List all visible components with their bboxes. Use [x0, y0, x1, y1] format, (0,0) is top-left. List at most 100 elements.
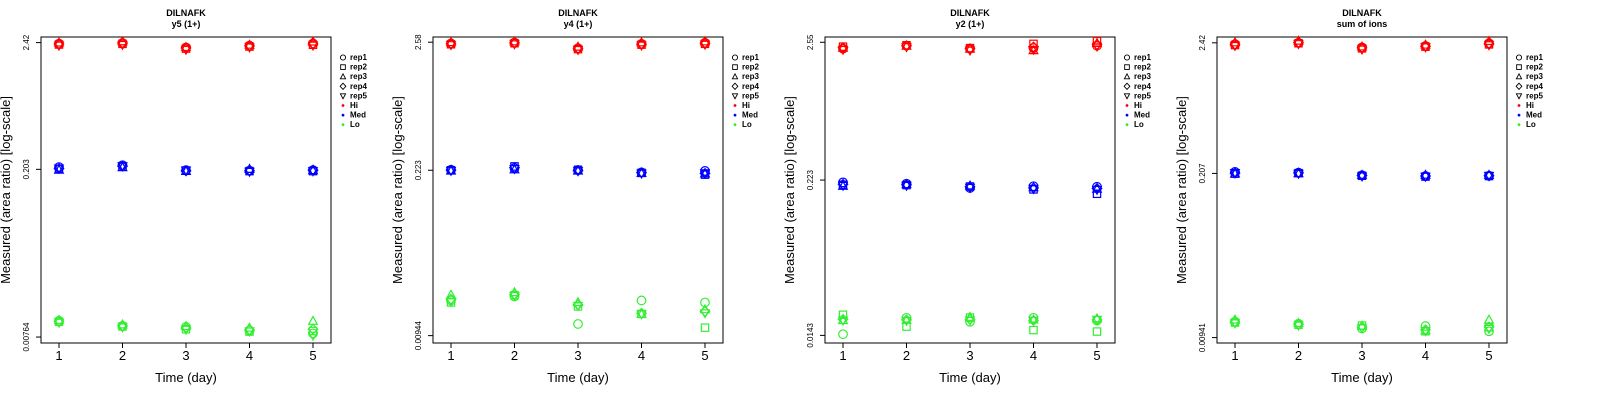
data-point-lo-rep5-day3	[180, 325, 192, 336]
data-point-med-rep5-day1	[445, 166, 457, 177]
data-point-med-rep3-day3	[964, 179, 976, 190]
x-axis-label: Time (day)	[547, 370, 609, 385]
legend-label-rep3: rep3	[350, 72, 367, 81]
data-point-lo-rep3-day2	[901, 314, 912, 324]
x-tick-label: 5	[309, 348, 316, 363]
legend-marker-rep3	[1123, 72, 1131, 80]
x-tick-label: 2	[119, 348, 126, 363]
y-axis-label: Measured (area ratio) [log-scale]	[1174, 96, 1189, 284]
data-point-hi-rep5-day1	[53, 41, 65, 52]
x-tick-label: 4	[1422, 348, 1429, 363]
legend-label-rep2: rep2	[742, 63, 759, 72]
data-point-lo-rep2-day1	[838, 310, 848, 320]
legend-label-med: Med	[742, 111, 758, 120]
diamond-icon	[339, 82, 347, 91]
legend-label-rep4: rep4	[1526, 82, 1543, 91]
data-point-med-rep2-day5	[1092, 189, 1102, 199]
legend-marker-rep3	[731, 72, 739, 80]
data-point-lo-rep3-day4	[1028, 313, 1039, 324]
legend-marker-rep4	[1515, 82, 1523, 91]
data-point-hi-rep5-day2	[509, 40, 520, 50]
legend-label-med: Med	[1526, 111, 1542, 120]
y-tick-label: 0.203	[22, 159, 31, 180]
x-tick-label: 2	[511, 348, 518, 363]
data-point-lo-rep1-day4	[636, 295, 647, 306]
diamond-icon	[1123, 82, 1131, 91]
x-tick-label: 5	[701, 348, 708, 363]
x-tick-label: 3	[574, 348, 581, 363]
legend-label-hi: Hi	[742, 101, 750, 110]
data-point-med-rep5-day2	[1293, 169, 1304, 180]
x-tick-label: 1	[447, 348, 454, 363]
legend-dot-lo	[1125, 123, 1129, 127]
data-point-med-rep3-day4	[1028, 181, 1039, 192]
legend-label-rep4: rep4	[350, 82, 367, 91]
legend-marker-rep2	[1124, 64, 1130, 70]
data-point-med-rep1-day1	[54, 162, 64, 173]
legend-label-lo: Lo	[742, 120, 752, 129]
legend-label-rep3: rep3	[742, 72, 759, 81]
data-point-lo-rep5-day5	[307, 331, 319, 342]
legend-label-rep2: rep2	[350, 63, 367, 72]
legend-dot-med	[341, 113, 345, 117]
x-tick-label: 2	[1295, 348, 1302, 363]
legend-dot-hi	[341, 104, 345, 107]
y-tick-label: 0.223	[806, 170, 815, 191]
data-point-med-rep5-day3	[180, 166, 192, 177]
data-point-lo-rep1-day1	[446, 295, 456, 306]
circle-icon	[731, 54, 739, 61]
x-axis-label: Time (day)	[155, 370, 217, 385]
legend-label-hi: Hi	[1526, 101, 1534, 110]
data-point-lo-rep5-day4	[244, 327, 255, 337]
legend-dot-lo	[341, 123, 345, 127]
legend-marker-rep4	[339, 82, 347, 91]
legend-label-lo: Lo	[1526, 120, 1536, 129]
chart-title: DILNAFK	[1342, 8, 1382, 18]
legend-dot-hi	[1125, 104, 1129, 107]
triangle-up-icon	[1123, 72, 1131, 80]
data-point-lo-rep5-day2	[1293, 321, 1304, 332]
x-tick-label: 5	[1093, 348, 1100, 363]
data-point-med-rep3-day3	[1356, 169, 1368, 179]
legend-marker-rep1	[731, 54, 739, 61]
legend-label-rep2: rep2	[1134, 63, 1151, 72]
y-tick-label: 2.42	[1198, 34, 1207, 50]
data-point-hi-rep5-day1	[1229, 41, 1241, 52]
triangle-down-icon	[1515, 93, 1523, 100]
x-tick-label: 1	[1231, 348, 1238, 363]
data-point-lo-rep5-day4	[636, 310, 647, 320]
data-point-hi-rep5-day3	[180, 45, 192, 56]
data-point-med-rep3-day2	[1293, 167, 1304, 178]
data-point-med-rep5-day5	[1483, 171, 1495, 182]
data-point-hi-rep5-day2	[117, 40, 128, 51]
legend-marker-rep3	[1515, 72, 1523, 80]
legend-marker-rep1	[1123, 54, 1131, 61]
triangle-down-icon	[1123, 93, 1131, 100]
diamond-icon	[1515, 82, 1523, 91]
data-point-hi-rep5-day4	[1028, 45, 1039, 56]
plot-frame	[1216, 36, 1508, 344]
legend-dot-hi	[733, 104, 737, 107]
data-point-lo-rep5-day5	[1483, 324, 1495, 335]
circle-icon	[1123, 54, 1131, 61]
triangle-up-icon	[1515, 72, 1523, 80]
data-point-lo-rep5-day1	[445, 297, 457, 308]
legend-dot-med	[1125, 113, 1129, 117]
data-point-lo-rep5-day3	[964, 316, 976, 326]
legend-marker-rep5	[731, 93, 739, 100]
legend-marker-rep2	[1516, 64, 1522, 70]
data-point-hi-rep4-day4	[1027, 41, 1040, 53]
x-tick-label: 3	[966, 348, 973, 363]
data-point-med-rep3-day5	[1091, 183, 1103, 193]
legend-label-rep1: rep1	[350, 53, 367, 62]
triangle-down-icon	[339, 93, 347, 100]
y-tick-label: 0.223	[414, 160, 423, 181]
data-point-med-rep5-day3	[1356, 172, 1368, 183]
data-point-med-rep5-day2	[117, 162, 128, 172]
legend-label-rep4: rep4	[1134, 82, 1151, 91]
data-point-med-rep5-day1	[837, 181, 849, 192]
